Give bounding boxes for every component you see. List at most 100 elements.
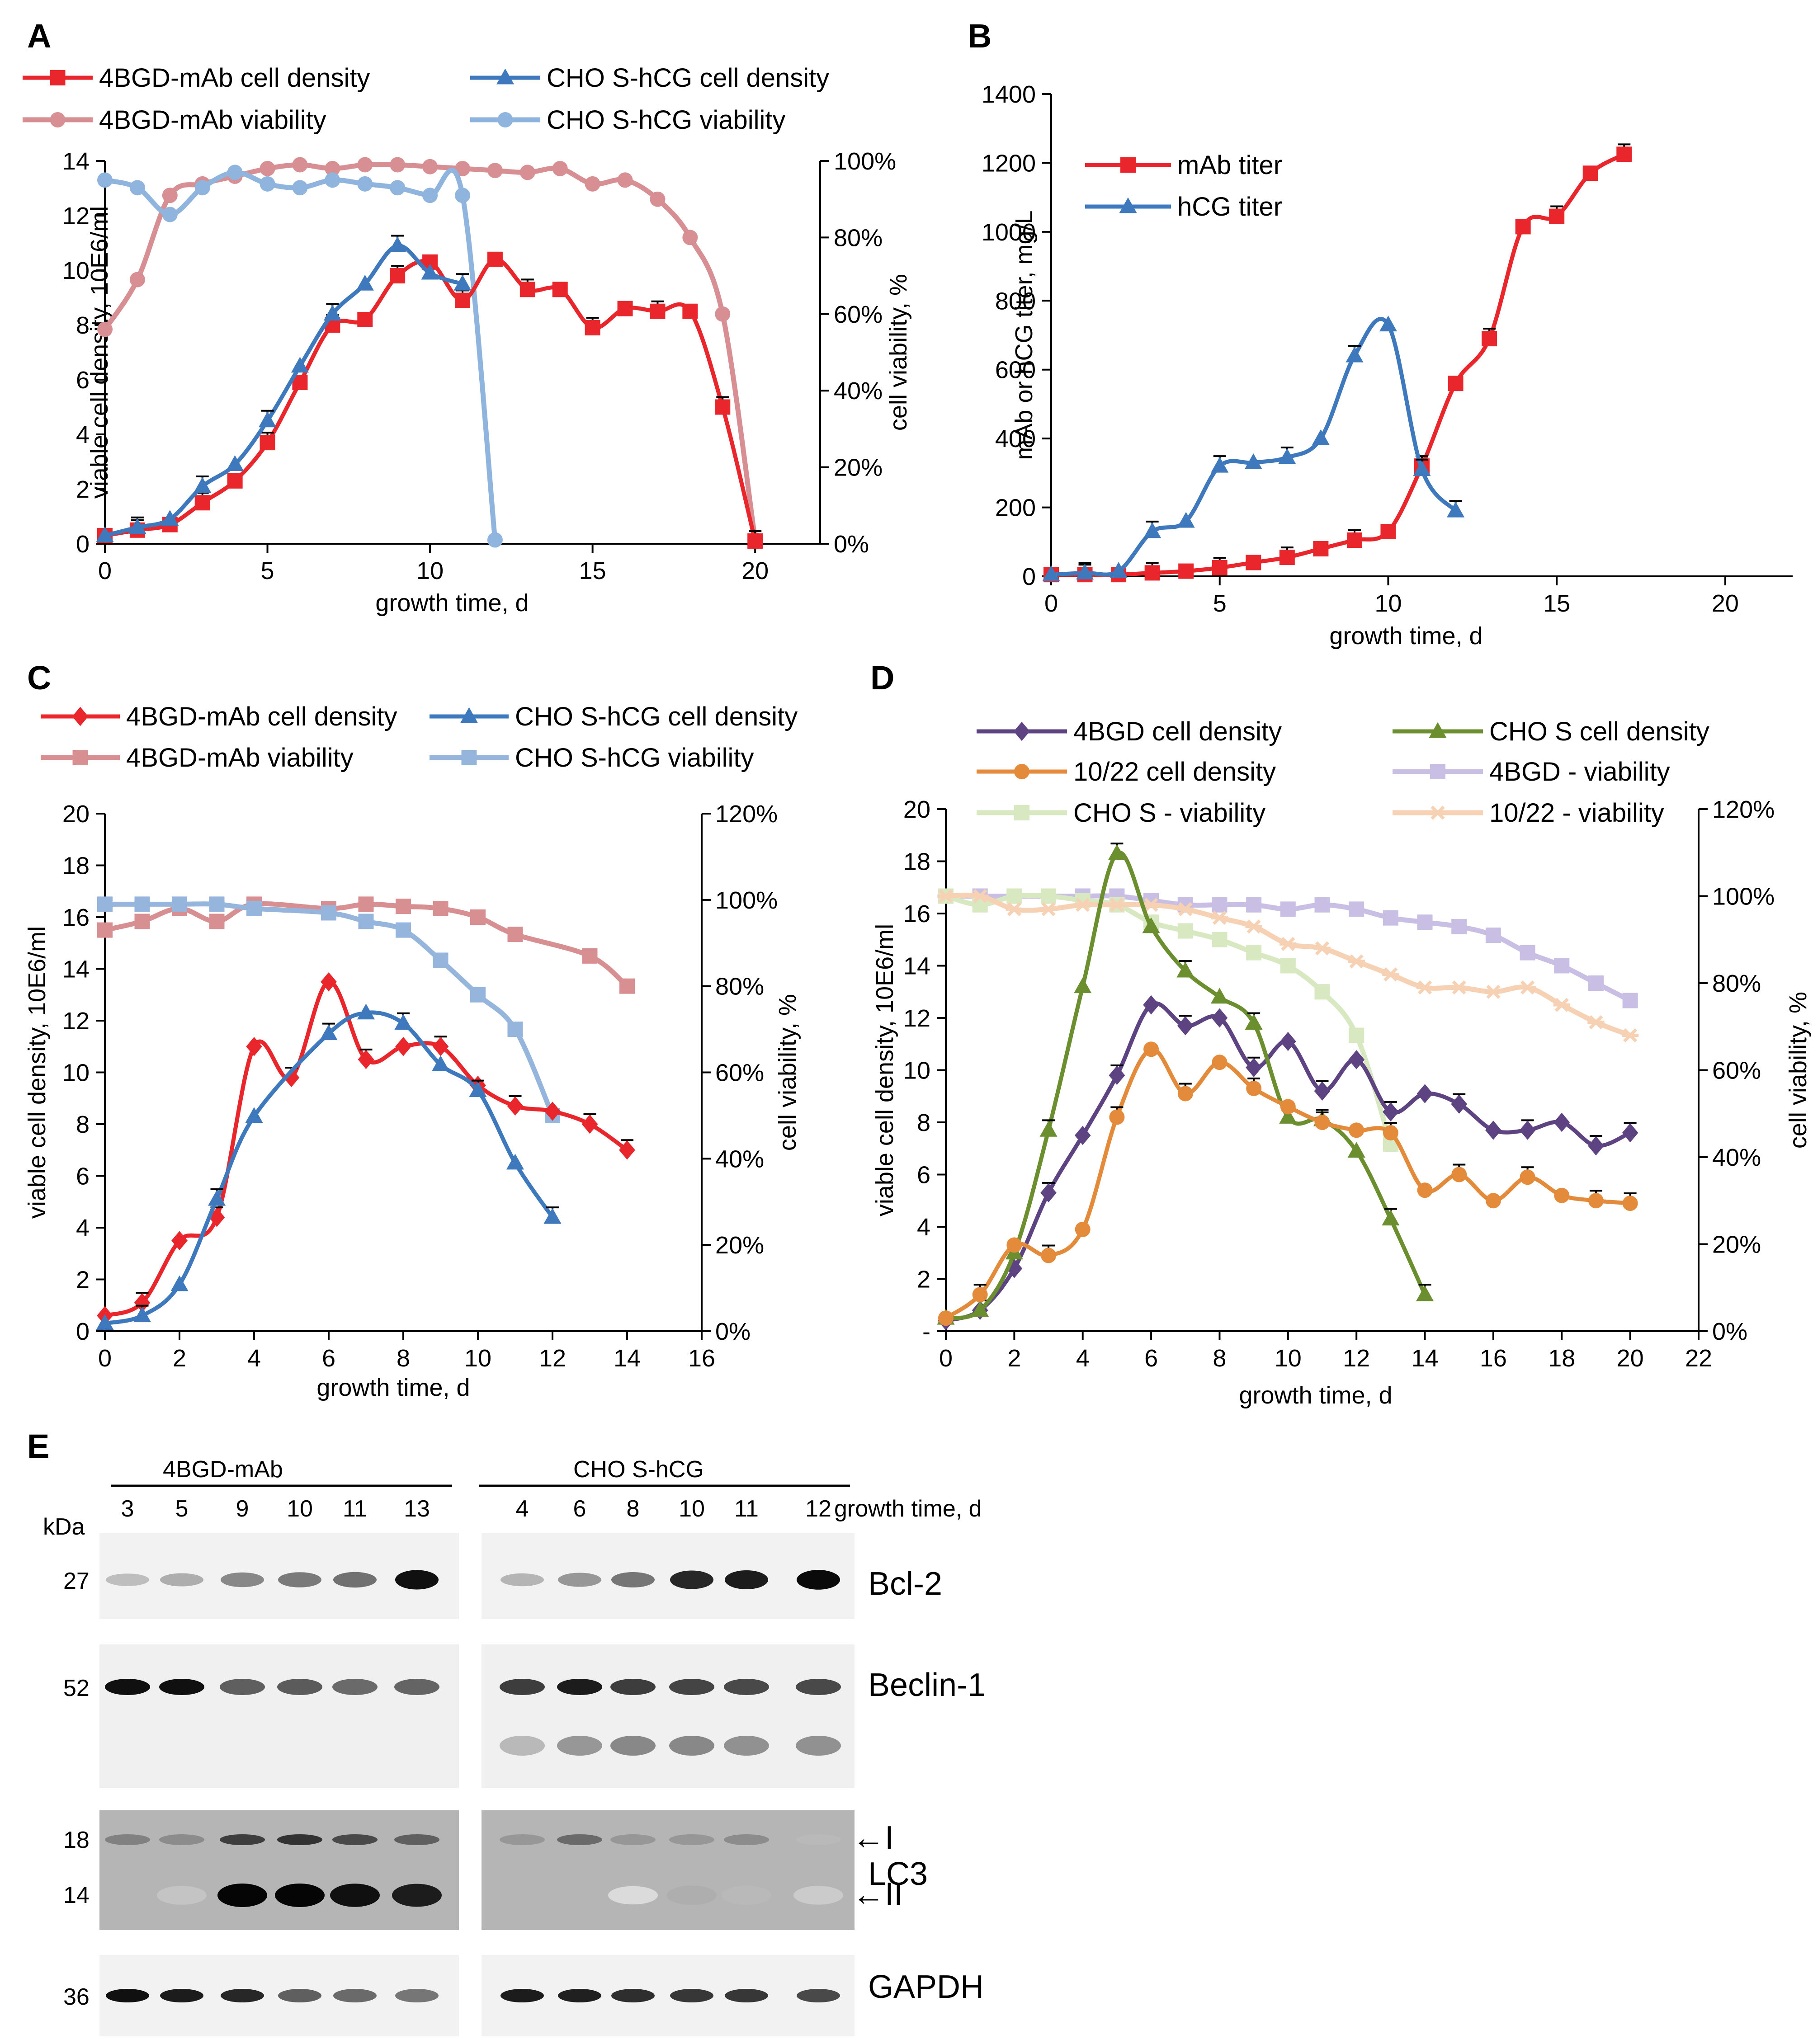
data-point xyxy=(323,305,341,321)
band xyxy=(797,1989,840,2002)
x-tick-label: 2 xyxy=(1007,1345,1021,1372)
data-point xyxy=(1006,1237,1022,1253)
data-point xyxy=(97,172,113,188)
legend-item-cho-s-cell-density: CHO S cell density xyxy=(1393,717,1709,746)
data-point xyxy=(1379,316,1398,332)
x-tick-label: 20 xyxy=(741,557,769,584)
data-point xyxy=(358,914,374,929)
data-point xyxy=(390,157,406,173)
lane-label: 5 xyxy=(175,1496,189,1522)
y-tick-label: 16 xyxy=(903,900,930,928)
data-point xyxy=(487,251,503,267)
data-point xyxy=(1450,980,1468,995)
legend-marker xyxy=(1429,722,1447,738)
data-point xyxy=(1076,563,1094,579)
x-tick-label: 16 xyxy=(688,1345,715,1372)
panel-letter-c: C xyxy=(27,659,51,697)
data-point xyxy=(1278,448,1296,464)
band xyxy=(670,1570,713,1589)
data-point xyxy=(1383,1102,1399,1122)
y2-tick-label: 120% xyxy=(715,801,778,828)
data-point xyxy=(1279,937,1297,951)
blot-gap xyxy=(459,1809,482,1931)
lc3-form-ii: ←II xyxy=(852,1876,903,1912)
legend-item-10-22-viability: 10/22 - viability xyxy=(1393,798,1664,828)
data-point xyxy=(1346,532,1362,548)
data-point xyxy=(209,896,225,912)
data-point xyxy=(487,532,503,548)
data-point xyxy=(172,896,187,912)
data-point xyxy=(97,321,113,337)
data-point xyxy=(396,922,411,938)
data-point xyxy=(1212,897,1228,913)
band xyxy=(725,1570,768,1589)
y-tick-label: 4 xyxy=(917,1214,930,1241)
band xyxy=(557,1679,602,1695)
series-line-cho-s-viability xyxy=(943,893,1393,1147)
data-point xyxy=(1177,902,1194,916)
blot-gap xyxy=(459,1532,482,1620)
data-point xyxy=(1177,1086,1193,1102)
legend-marker xyxy=(460,707,478,723)
data-point xyxy=(1142,917,1160,933)
data-point xyxy=(1074,977,1092,994)
lane-label: 10 xyxy=(287,1496,313,1522)
kda-label: kDa xyxy=(43,1514,85,1540)
data-point xyxy=(258,411,277,428)
band xyxy=(333,1989,377,2002)
data-point xyxy=(357,176,373,192)
data-point xyxy=(1348,954,1365,969)
legend-item-10-22-cell-density: 10/22 cell density xyxy=(977,757,1276,787)
legend-item-4bgd-mab-viability: 4BGD-mAb viability xyxy=(23,105,326,135)
legend-label: CHO S-hCG cell density xyxy=(547,63,829,93)
band xyxy=(669,1679,714,1695)
legend-item-hcg-titer: hCG titer xyxy=(1085,192,1282,221)
data-point xyxy=(1211,457,1229,473)
data-point xyxy=(358,896,374,912)
data-point xyxy=(582,948,598,964)
legend-label: CHO S-hCG viability xyxy=(547,105,786,135)
data-point xyxy=(128,518,146,534)
series-cho-s-hcg-viability xyxy=(97,896,560,1123)
legend-marker xyxy=(50,70,66,85)
data-point xyxy=(1244,453,1262,469)
band xyxy=(500,1989,544,2002)
y-tick-label: 1000 xyxy=(982,219,1036,246)
protein-label-beclin: Beclin-1 xyxy=(868,1667,986,1703)
data-point xyxy=(1346,346,1364,363)
x-tick-label: 4 xyxy=(247,1345,261,1372)
data-point xyxy=(1040,902,1057,916)
data-point xyxy=(1006,888,1022,904)
y-tick-label: 6 xyxy=(917,1162,930,1189)
x-axis-label: growth time, d xyxy=(1239,1382,1392,1409)
data-point xyxy=(1417,1182,1433,1198)
legend-marker xyxy=(496,68,515,85)
y-axis-label: viable cell density, 10E6/ml xyxy=(86,206,113,499)
band xyxy=(725,1989,768,2002)
data-point xyxy=(972,1287,988,1303)
data-point xyxy=(227,473,243,489)
band xyxy=(724,1736,769,1756)
y-tick-label: 6 xyxy=(76,1163,90,1190)
data-point xyxy=(1515,219,1531,235)
y2-axis-label: cell viability, % xyxy=(774,994,801,1151)
band xyxy=(796,1834,841,1845)
data-point xyxy=(470,909,486,925)
y2-tick-label: 20% xyxy=(1712,1231,1761,1258)
data-point xyxy=(390,180,406,196)
data-point xyxy=(394,1014,412,1030)
data-point xyxy=(396,899,411,914)
data-point xyxy=(507,1022,523,1037)
x-tick-label: 15 xyxy=(1543,590,1570,617)
data-point xyxy=(431,1055,450,1071)
legend-item-cho-s-viability: CHO S - viability xyxy=(977,798,1265,828)
data-point xyxy=(1246,1080,1262,1096)
legend-label: CHO S-hCG cell density xyxy=(515,702,798,731)
data-point xyxy=(1520,945,1535,961)
data-point xyxy=(650,303,666,319)
data-point xyxy=(1212,560,1228,575)
y-tick-label: 0 xyxy=(76,531,90,558)
lane-label: 12 xyxy=(805,1496,831,1522)
y-tick-label: 6 xyxy=(76,367,90,394)
